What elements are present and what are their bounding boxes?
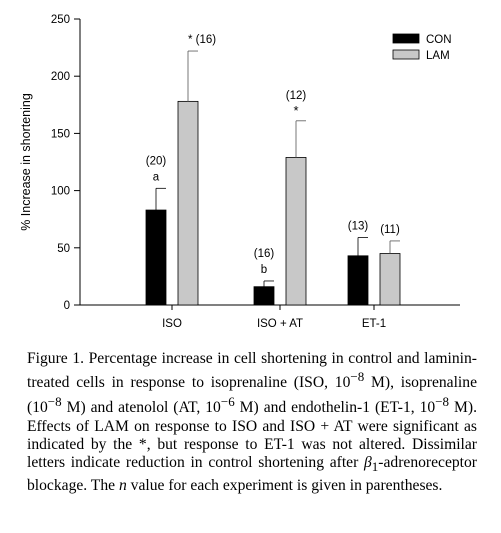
sample-size-label: (12)	[286, 90, 307, 102]
y-tick-label: 50	[57, 243, 70, 255]
y-tick-label: 0	[64, 300, 70, 312]
y-axis-title: % Increase in shortening	[19, 93, 33, 231]
y-tick-label: 100	[51, 186, 70, 198]
y-tick-label: 150	[51, 128, 70, 140]
significance-letter: b	[261, 264, 267, 276]
bar	[347, 255, 369, 306]
bar	[253, 286, 275, 306]
sample-size-label: (11)	[380, 224, 400, 236]
bar	[379, 253, 401, 306]
bar	[285, 157, 307, 306]
sample-size-label: (20)	[146, 155, 167, 167]
legend-swatch	[392, 33, 420, 44]
y-tick-label: 250	[51, 14, 70, 26]
figure-caption: Figure 1. Percentage increase in cell sh…	[27, 350, 477, 494]
y-tick-label: 200	[51, 71, 70, 83]
sample-size-label: * (16)	[188, 34, 216, 46]
legend-label: CON	[426, 34, 452, 46]
significance-letter: a	[153, 171, 160, 183]
legend-swatch	[392, 49, 420, 60]
sample-size-label: (13)	[348, 221, 369, 233]
sample-size-label: (16)	[254, 248, 275, 260]
significance-star: *	[293, 103, 298, 118]
bar	[145, 209, 167, 306]
bar-chart: 0 50 100 150 200 250 % Increase in shortening I…	[19, 14, 460, 330]
x-tick-label: ISO + AT	[257, 318, 303, 330]
x-tick-label: ET-1	[362, 318, 386, 330]
bar	[177, 100, 199, 306]
legend-label: LAM	[426, 50, 450, 62]
x-tick-label: ISO	[162, 318, 182, 330]
